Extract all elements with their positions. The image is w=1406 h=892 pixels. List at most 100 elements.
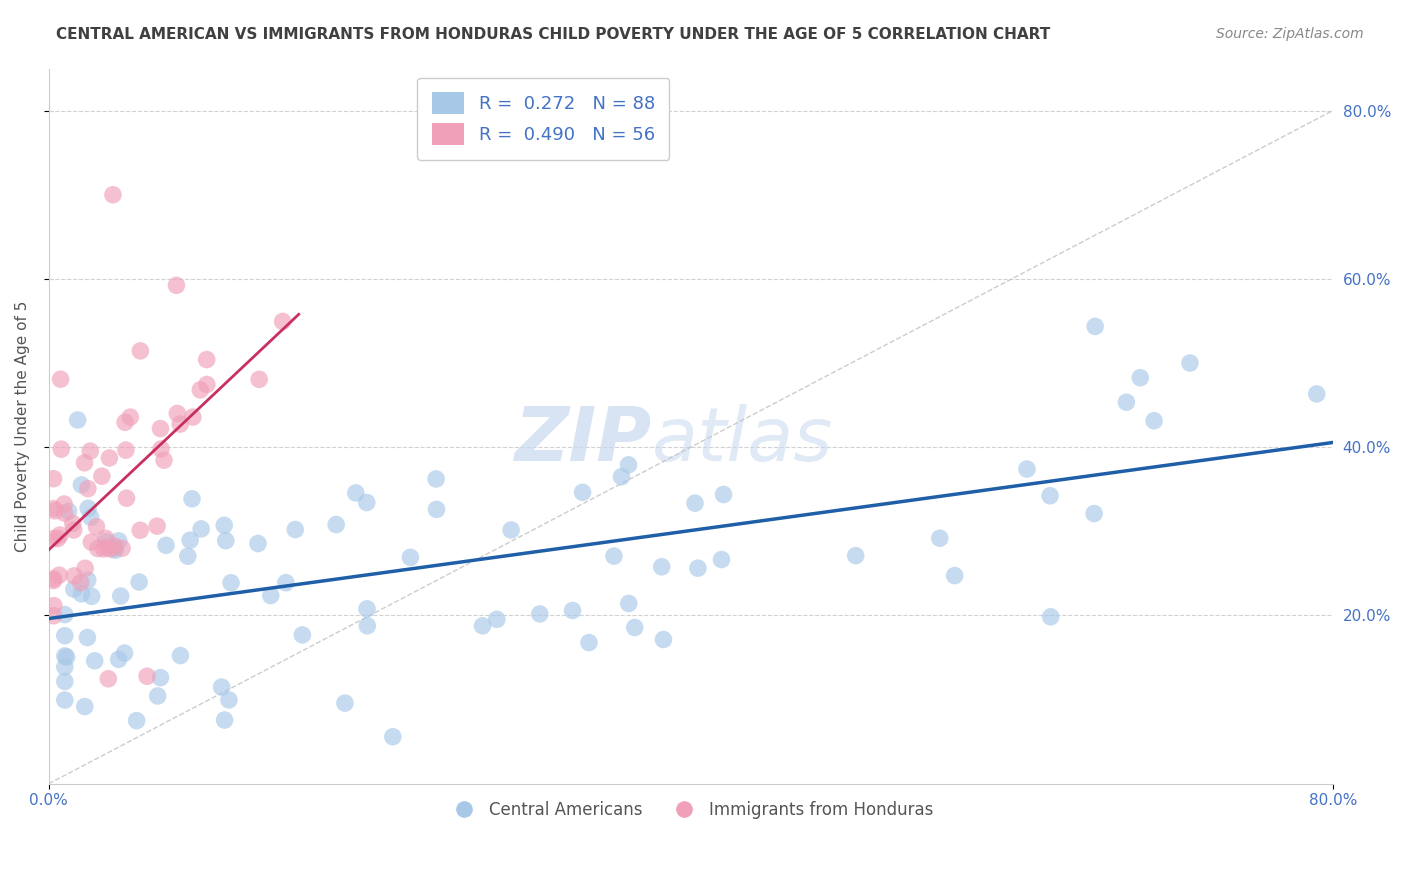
Point (651, 559, 673, 574)
Point (274, 575, 297, 590)
Point (114, 646, 136, 660)
Point (80, 535, 103, 549)
Point (49, 372, 72, 386)
Point (66, 413, 89, 427)
Point (381, 730, 404, 744)
Point (46, 532, 69, 546)
Point (75, 561, 97, 575)
Point (155, 538, 177, 552)
Point (425, 502, 447, 516)
Point (107, 533, 129, 548)
Point (146, 519, 169, 533)
Point (179, 533, 201, 548)
Point (195, 352, 218, 367)
Point (42, 532, 65, 546)
Point (42, 572, 65, 586)
Point (652, 632, 675, 647)
Text: ZIP: ZIP (515, 404, 652, 477)
Point (246, 536, 269, 550)
Point (44, 504, 66, 518)
Point (110, 589, 132, 603)
Point (247, 372, 270, 386)
Point (190, 522, 212, 536)
Point (63, 582, 86, 597)
Text: Source: ZipAtlas.com: Source: ZipAtlas.com (1216, 27, 1364, 41)
Point (153, 453, 176, 467)
Point (1083, 507, 1105, 521)
Point (128, 574, 150, 589)
Point (218, 693, 240, 707)
Point (617, 597, 640, 611)
Point (943, 568, 966, 582)
Point (1039, 609, 1062, 624)
Point (93, 541, 115, 556)
Point (1143, 414, 1166, 428)
Point (42, 472, 65, 486)
Point (529, 607, 551, 621)
Point (62, 516, 84, 531)
Point (181, 410, 204, 425)
Point (1039, 489, 1062, 503)
Point (1015, 462, 1038, 476)
Point (485, 612, 508, 626)
Point (195, 377, 218, 392)
Point (291, 628, 314, 642)
Point (111, 541, 134, 556)
Point (333, 696, 356, 710)
Point (211, 680, 233, 694)
Point (1084, 319, 1107, 334)
Point (80, 510, 103, 524)
Point (169, 648, 191, 663)
Point (215, 533, 238, 548)
Point (356, 495, 378, 509)
Point (49, 528, 72, 542)
Point (115, 443, 138, 458)
Point (686, 561, 709, 575)
Point (146, 689, 169, 703)
Point (129, 523, 152, 537)
Point (471, 619, 494, 633)
Point (100, 541, 122, 556)
Point (713, 487, 735, 501)
Point (53, 506, 76, 520)
Point (1129, 370, 1152, 384)
Point (42, 608, 65, 623)
Point (169, 417, 191, 431)
Point (53, 660, 76, 674)
Point (284, 523, 307, 537)
Point (98, 450, 121, 465)
Point (623, 620, 645, 634)
Point (212, 518, 235, 533)
Point (571, 485, 593, 500)
Point (94, 531, 117, 545)
Point (80, 590, 103, 604)
Point (136, 669, 159, 683)
Point (55, 650, 77, 665)
Point (77, 501, 100, 516)
Point (271, 314, 294, 328)
Point (73, 699, 96, 714)
Point (53, 629, 76, 643)
Point (115, 491, 138, 505)
Point (58, 504, 80, 518)
Point (42, 599, 65, 613)
Point (710, 552, 733, 566)
Point (103, 539, 125, 553)
Point (125, 714, 148, 728)
Point (188, 383, 211, 397)
Point (325, 517, 347, 532)
Point (425, 472, 447, 486)
Point (683, 496, 706, 510)
Point (561, 603, 583, 617)
Point (53, 648, 76, 663)
Point (610, 469, 633, 483)
Point (928, 531, 950, 545)
Point (53, 497, 76, 511)
Point (501, 523, 523, 537)
Point (53, 674, 76, 689)
Point (177, 549, 200, 564)
Point (62, 523, 84, 537)
Point (1115, 395, 1137, 409)
Point (578, 635, 600, 649)
Point (219, 575, 242, 590)
